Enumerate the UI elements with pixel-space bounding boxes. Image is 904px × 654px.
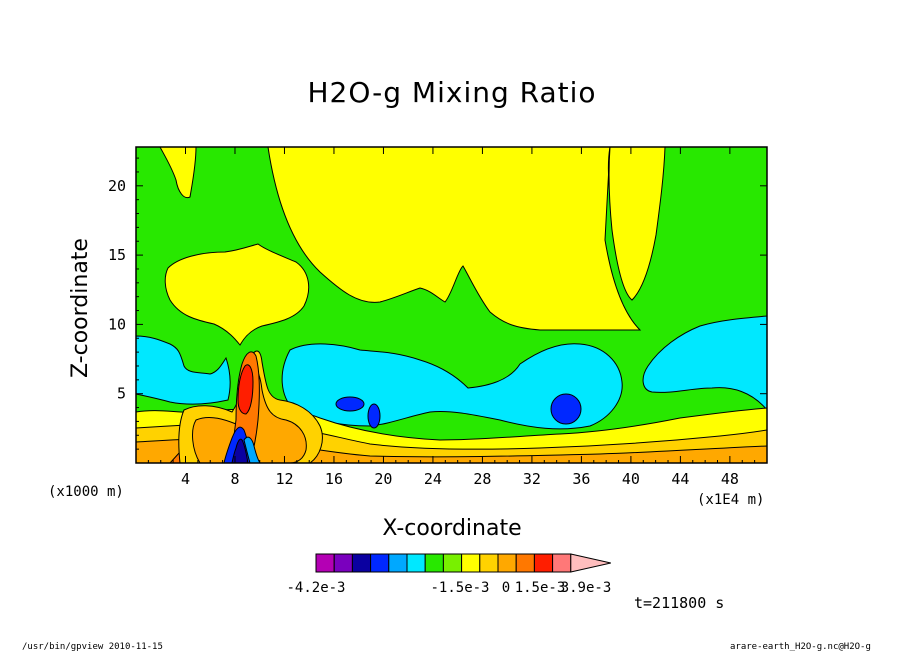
colorbar: -4.2e-3 -1.5e-3 0 1.5e-33.9e-3 xyxy=(286,553,612,596)
colorbar-tick-label: -1.5e-3 xyxy=(430,580,489,596)
colorbar-segment xyxy=(351,553,372,573)
colorbar-segment xyxy=(461,553,481,573)
y-axis-ticks: 5 10 15 20 xyxy=(108,157,767,450)
colorbar-segment xyxy=(315,553,335,573)
contour-field xyxy=(136,147,767,463)
colorbar-segment xyxy=(333,553,353,573)
colorbar-tick-label: 0 xyxy=(502,580,510,596)
colorbar-segment xyxy=(497,553,517,573)
y-tick-label: 5 xyxy=(117,385,126,403)
x-tick-label: 8 xyxy=(230,470,239,488)
chart-title: H2O-g Mixing Ratio xyxy=(307,76,597,109)
contour-core-blue-3 xyxy=(550,393,582,425)
contour-band-yellow-top-left xyxy=(159,147,197,199)
colorbar-segment xyxy=(370,553,390,573)
colorbar-extend-arrow xyxy=(570,553,611,573)
contour-core-blue-2 xyxy=(367,403,381,429)
contour-band-yellow-right xyxy=(608,147,666,301)
x-tick-label: 36 xyxy=(572,470,590,488)
footer-right: arare-earth_H2O-g.nc@H2O-g xyxy=(730,642,871,652)
colorbar-segment xyxy=(388,553,408,573)
x-tick-label: 20 xyxy=(374,470,392,488)
colorbar-segment xyxy=(552,553,572,573)
colorbar-segment xyxy=(479,553,499,573)
x-tick-label: 4 xyxy=(181,470,190,488)
y-tick-label: 15 xyxy=(108,246,126,264)
x-tick-label: 28 xyxy=(473,470,491,488)
x-tick-label: 24 xyxy=(424,470,442,488)
x-unit-label-left: (x1000 m) xyxy=(48,484,124,500)
contour-band-cyan-downdraft xyxy=(243,436,261,463)
contour-band-cyan-left xyxy=(136,335,231,405)
x-tick-label: 32 xyxy=(523,470,541,488)
colorbar-tick-label: 3.9e-3 xyxy=(561,580,612,596)
contour-band-navy-downdraft xyxy=(231,438,249,463)
x-tick-label: 12 xyxy=(275,470,293,488)
contour-band-cyan-right xyxy=(642,315,767,411)
contour-band-yellow-anvil xyxy=(164,243,310,346)
colorbar-segment xyxy=(424,553,444,573)
x-tick-label: 44 xyxy=(671,470,689,488)
colorbar-tick-label: 1.5e-3 xyxy=(515,580,566,596)
colorbar-tick-label: -4.2e-3 xyxy=(286,580,345,596)
colorbar-segment xyxy=(442,553,463,573)
plot-frame xyxy=(135,146,768,464)
y-tick-label: 10 xyxy=(108,315,126,333)
colorbar-segment xyxy=(533,553,554,573)
footer-left: /usr/bin/gpview 2010-11-15 xyxy=(22,642,163,652)
time-label: t=211800 s xyxy=(634,594,725,612)
x-unit-label-right: (x1E4 m) xyxy=(697,492,765,508)
contour-core-blue-1 xyxy=(335,396,365,412)
contour-band-cyan-center xyxy=(281,343,623,430)
x-axis-label: X-coordinate xyxy=(382,516,522,541)
contour-band-red-core xyxy=(237,364,254,415)
y-tick-label: 20 xyxy=(108,177,126,195)
x-tick-label: 40 xyxy=(622,470,640,488)
x-axis-ticks: 4 8 12 16 20 24 28 32 36 40 44 48 xyxy=(147,147,756,488)
x-tick-label: 48 xyxy=(721,470,739,488)
colorbar-segment xyxy=(515,553,535,573)
colorbar-segment xyxy=(406,553,426,573)
x-tick-label: 16 xyxy=(325,470,343,488)
